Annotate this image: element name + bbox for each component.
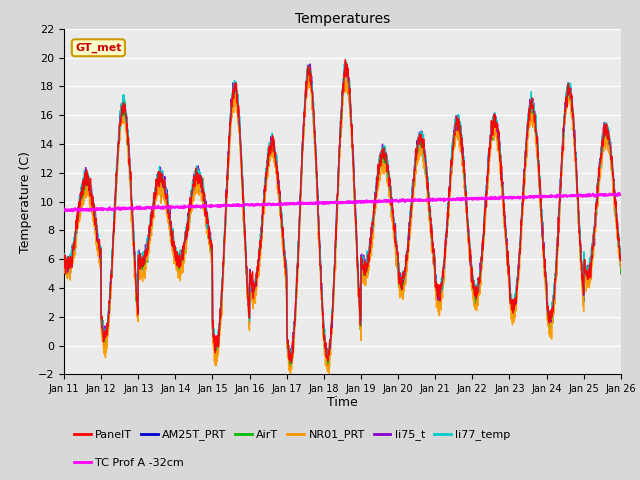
Legend: TC Prof A -32cm: TC Prof A -32cm	[70, 454, 188, 472]
X-axis label: Time: Time	[327, 396, 358, 408]
Y-axis label: Temperature (C): Temperature (C)	[19, 151, 32, 252]
Text: GT_met: GT_met	[75, 43, 122, 53]
Title: Temperatures: Temperatures	[295, 12, 390, 26]
